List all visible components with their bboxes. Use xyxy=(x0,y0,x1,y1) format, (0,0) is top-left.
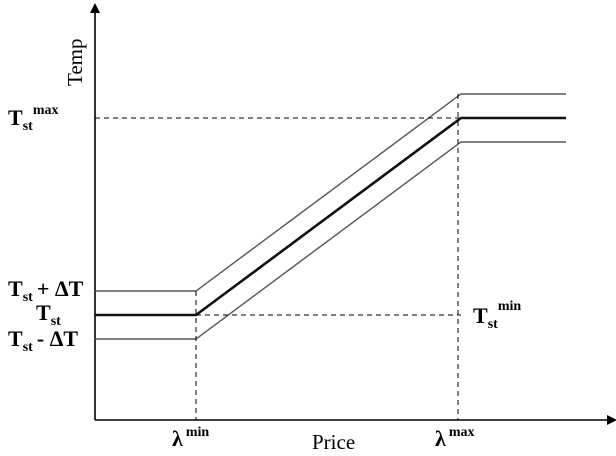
t-st-label: Tst xyxy=(36,300,61,329)
upper-band-line xyxy=(95,93,566,292)
t-st-min-label: Tstmin xyxy=(473,299,521,332)
main-setpoint-line xyxy=(95,116,566,317)
y-axis-label: Temp xyxy=(63,38,87,86)
lambda-max-label: λ max xyxy=(435,425,474,451)
x-axis-label: Price xyxy=(312,430,355,454)
t-st-plus-delta-label: Tst + ΔT xyxy=(8,276,84,305)
t-st-minus-delta-label: Tst - ΔT xyxy=(8,326,78,355)
lower-band-line xyxy=(95,141,566,340)
lambda-min-label: λ min xyxy=(172,425,209,451)
t-st-max-label: Tstmax xyxy=(8,103,58,134)
